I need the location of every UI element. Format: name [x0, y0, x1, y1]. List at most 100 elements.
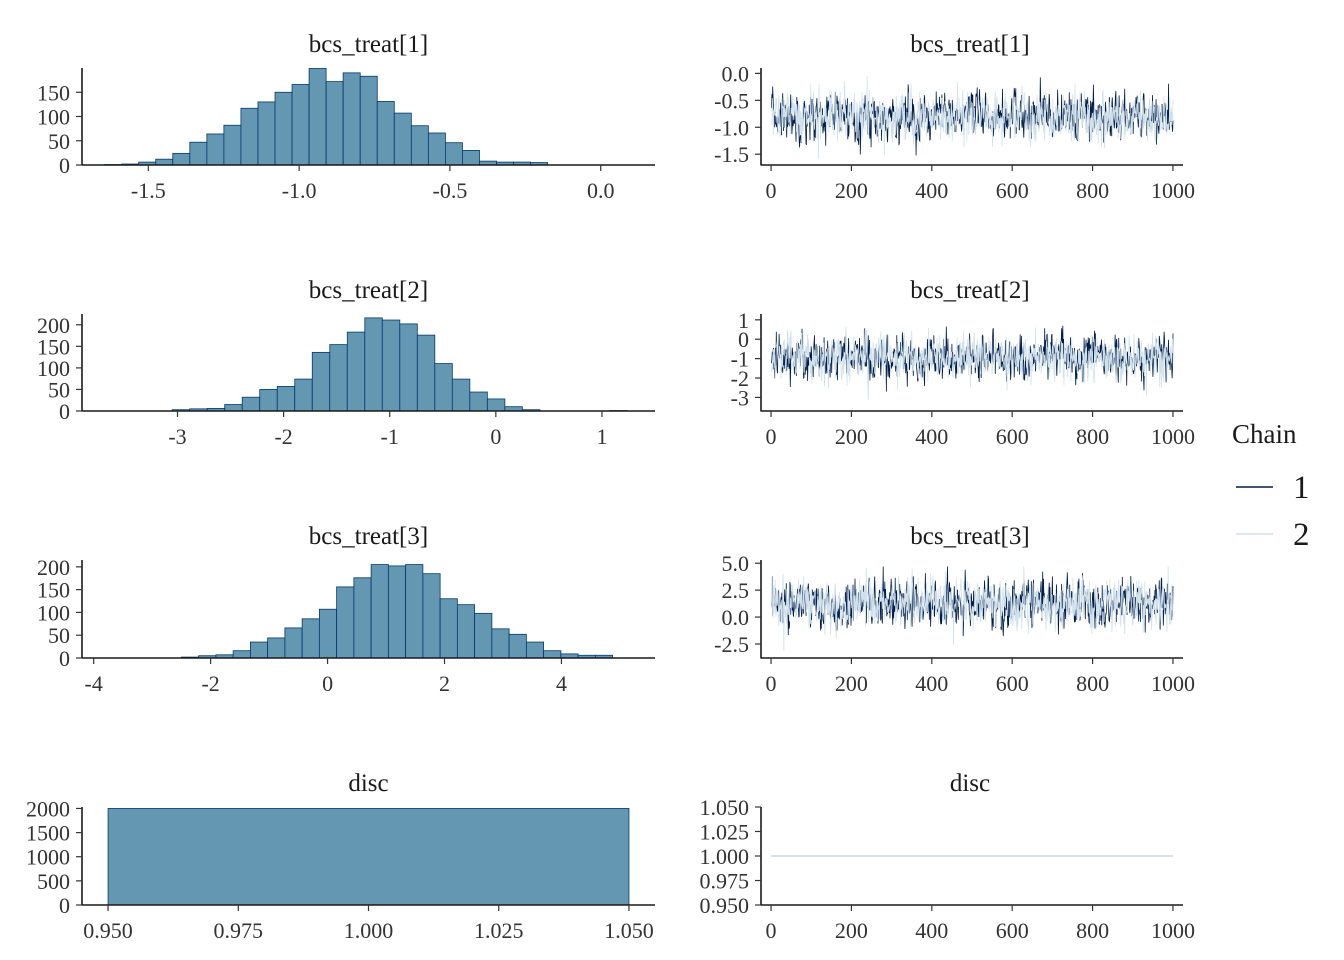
x-tick-label: 800	[1076, 918, 1109, 943]
x-tick-label: -1.5	[131, 178, 166, 203]
x-tick-label: -0.5	[433, 178, 468, 203]
y-tick-label: 0	[59, 399, 70, 424]
histogram-bar	[240, 107, 259, 166]
y-tick-label: 0	[59, 646, 70, 671]
x-tick-label: 200	[835, 424, 868, 449]
x-tick-label: -3	[168, 424, 186, 449]
histogram-bar	[445, 142, 463, 166]
histogram-bar	[329, 344, 348, 412]
x-tick-label: 600	[996, 178, 1029, 203]
y-tick-label: 0	[738, 327, 749, 352]
histogram-bar	[291, 84, 310, 166]
legend-label-chain-1: 1	[1293, 470, 1310, 506]
x-tick-label: 0	[766, 671, 777, 696]
panel-title: bcs_treat[3]	[309, 523, 428, 550]
x-tick-label: 1000	[1151, 424, 1195, 449]
x-tick-label: 0	[322, 671, 333, 696]
histogram-bar	[274, 91, 293, 166]
y-tick-label: -2.5	[714, 632, 749, 657]
x-tick-label: 1000	[1151, 918, 1195, 943]
histogram-bar	[267, 637, 286, 659]
trace-panel-3: bcs_treat[3] 0 200 400 600 800 1000 5.02.50.0-2…	[714, 523, 1195, 696]
x-tick-label: 800	[1076, 178, 1109, 203]
y-tick-label: 200	[37, 313, 70, 338]
histogram-bar	[393, 112, 412, 166]
x-tick-label: 200	[835, 671, 868, 696]
panel-title: bcs_treat[2]	[309, 277, 428, 304]
histogram-bar	[325, 81, 344, 166]
x-tick-label: 800	[1076, 424, 1109, 449]
y-tick-label: -1	[731, 347, 749, 372]
x-tick-label: 4	[556, 671, 567, 696]
x-tick-label: 600	[996, 671, 1029, 696]
y-tick-label: -3	[731, 385, 749, 410]
histogram-bar	[469, 391, 488, 412]
histogram-bar	[353, 577, 372, 659]
x-tick-label: 0.950	[83, 918, 133, 943]
histogram-bar	[257, 101, 276, 166]
trace-panel-1: bcs_treat[1] 0 200 400 600 800 1000 0.0-0.5-1.0…	[714, 31, 1195, 203]
histogram-bars	[171, 317, 628, 412]
x-tick-label: 200	[835, 918, 868, 943]
histogram-bars	[107, 808, 630, 906]
histogram-bar	[416, 334, 436, 412]
histogram-bar	[405, 564, 424, 659]
x-tick-label: 1.025	[474, 918, 524, 943]
x-tick-label: 0	[766, 178, 777, 203]
histogram-bar	[276, 386, 296, 412]
histogram-bar	[525, 641, 545, 659]
y-tick-label: 5.0	[722, 551, 750, 576]
histogram-bar	[451, 378, 471, 412]
x-tick-label: -2	[274, 424, 292, 449]
histogram-bar	[364, 317, 383, 412]
panel-title: bcs_treat[3]	[910, 523, 1029, 550]
histogram-bar	[491, 628, 510, 659]
x-tick-label: 0.975	[214, 918, 264, 943]
x-tick-label: 1.000	[344, 918, 394, 943]
histogram-bar	[172, 152, 191, 166]
chain-legend: Chain 1 2	[1232, 419, 1310, 553]
y-tick-label: 0	[59, 893, 70, 918]
y-tick-label: 0.975	[700, 869, 750, 894]
x-tick-label: 0	[766, 918, 777, 943]
y-tick-label: 1000	[26, 845, 70, 870]
x-tick-label: 600	[996, 918, 1029, 943]
histogram-bar	[318, 608, 338, 659]
histogram-bar	[308, 68, 327, 166]
x-tick-label: -1.0	[282, 178, 317, 203]
trace-line-chain-2	[771, 327, 1174, 401]
trace-line-chain-2	[771, 566, 1174, 651]
x-tick-label: 1.050	[604, 918, 654, 943]
y-tick-label: 0.0	[722, 605, 750, 630]
histogram-bar	[342, 72, 361, 166]
histogram-bar	[434, 363, 453, 412]
histogram-bar	[294, 378, 313, 412]
x-tick-label: 1	[596, 424, 607, 449]
histogram-bars	[180, 564, 614, 659]
y-tick-label: 1.050	[700, 795, 750, 820]
histogram-bar	[107, 808, 630, 906]
histogram-bar	[381, 319, 401, 412]
y-tick-label: 500	[37, 869, 70, 894]
histogram-bar	[387, 565, 407, 659]
y-tick-label: 1	[738, 308, 749, 333]
x-tick-label: 400	[915, 918, 948, 943]
histogram-bar	[474, 612, 493, 659]
histogram-bar	[223, 124, 242, 166]
y-tick-label: -2	[731, 366, 749, 391]
histogram-bar	[486, 398, 506, 412]
x-tick-label: 400	[915, 424, 948, 449]
y-tick-label: 100	[37, 105, 70, 130]
x-tick-label: 400	[915, 178, 948, 203]
x-tick-label: 200	[835, 178, 868, 203]
histogram-bar	[206, 133, 225, 166]
histogram-bar	[456, 604, 476, 659]
trace-panel-4: disc 0 200 400 600 800 1000 1.0501.0251.0000.97…	[700, 770, 1195, 943]
y-tick-label: 200	[37, 555, 70, 580]
y-tick-label: 2000	[26, 796, 70, 821]
y-tick-label: -1.0	[714, 115, 749, 140]
